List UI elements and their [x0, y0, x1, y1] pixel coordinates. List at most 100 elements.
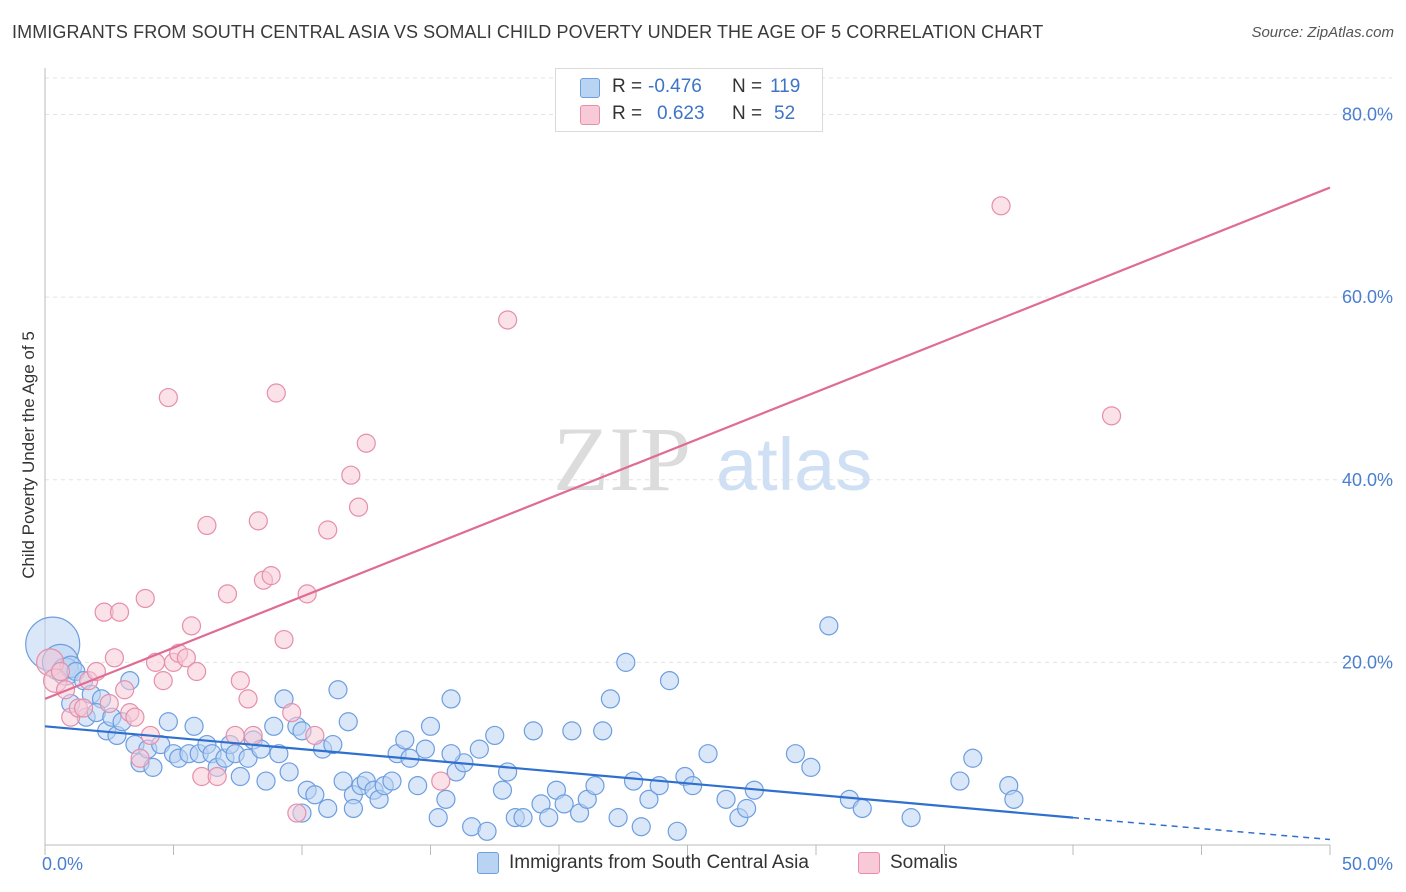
data-point-somalis	[153, 671, 173, 691]
data-point-immigrants	[562, 721, 582, 741]
data-point-immigrants	[801, 757, 821, 777]
legend-item-immigrants[interactable]: Immigrants from South Central Asia	[477, 852, 809, 874]
data-point-somalis	[187, 661, 207, 682]
data-point-somalis	[238, 689, 258, 709]
watermark-atlas: atlas	[716, 423, 872, 506]
data-point-somalis	[1101, 406, 1122, 426]
data-point-immigrants	[184, 716, 204, 736]
legend-label-immigrants: Immigrants from South Central Asia	[509, 852, 809, 873]
legend-label-somalis: Somalis	[890, 852, 958, 873]
data-point-somalis	[498, 310, 518, 330]
legend-n-label: N =	[732, 76, 763, 97]
data-point-immigrants	[498, 762, 518, 782]
data-point-immigrants	[623, 771, 644, 791]
legend-r-value: -0.476	[648, 76, 702, 97]
legend-r-label: R =	[612, 76, 643, 97]
series-legend: Immigrants from South Central Asia Somal…	[0, 852, 1406, 878]
data-point-somalis	[282, 703, 302, 723]
data-point-somalis	[176, 648, 196, 668]
data-point-somalis	[248, 511, 268, 531]
data-point-immigrants	[554, 794, 574, 814]
data-point-immigrants	[585, 776, 605, 796]
data-point-immigrants	[513, 808, 533, 828]
legend-n-value: 119	[770, 76, 801, 97]
data-point-immigrants	[485, 725, 505, 746]
data-point-somalis	[135, 588, 155, 609]
data-point-immigrants	[963, 748, 983, 768]
data-point-immigrants	[683, 776, 703, 796]
data-point-somalis	[305, 725, 325, 746]
data-point-somalis	[348, 497, 369, 517]
data-point-immigrants	[616, 652, 636, 672]
data-point-immigrants	[158, 712, 178, 732]
data-point-immigrants	[395, 730, 415, 750]
data-point-somalis	[217, 584, 238, 604]
data-point-somalis	[104, 648, 124, 668]
legend-n-label: N =	[732, 103, 763, 124]
data-point-immigrants	[264, 716, 284, 736]
data-point-somalis	[230, 671, 250, 691]
data-point-immigrants	[600, 689, 621, 709]
data-point-immigrants	[382, 771, 402, 791]
trend-lines	[44, 186, 1331, 841]
legend-item-somalis[interactable]: Somalis	[858, 852, 958, 874]
axes	[44, 68, 1331, 855]
series-immigrants-points	[25, 616, 1024, 841]
data-point-somalis	[356, 433, 376, 453]
series-somalis-points	[36, 196, 1122, 823]
data-point-somalis	[73, 698, 94, 718]
legend-row-somalis: R = 0.623 N = 52	[556, 100, 822, 128]
data-point-immigrants	[950, 771, 970, 791]
x-tick-label: 0.0%	[42, 854, 83, 874]
data-point-somalis	[125, 707, 145, 727]
trend-line-immigrants-extension	[1072, 816, 1331, 841]
correlation-legend: R = -0.476 N = 119 R = 0.623 N = 52	[555, 68, 823, 132]
data-point-immigrants	[441, 744, 461, 764]
data-point-immigrants	[441, 689, 461, 709]
data-point-somalis	[243, 725, 263, 746]
data-point-immigrants	[737, 798, 757, 819]
data-point-immigrants	[408, 776, 428, 796]
data-point-somalis	[341, 465, 361, 485]
data-point-immigrants	[333, 771, 353, 791]
trend-line-somalis	[44, 186, 1331, 700]
data-point-somalis	[158, 387, 178, 408]
data-point-immigrants	[279, 762, 299, 782]
data-point-immigrants	[415, 739, 435, 759]
data-point-immigrants	[328, 680, 348, 700]
chart-source: Source: ZipAtlas.com	[1251, 24, 1394, 41]
data-point-immigrants	[420, 716, 441, 736]
data-point-immigrants	[436, 789, 456, 809]
data-point-immigrants	[477, 821, 497, 841]
data-point-somalis	[50, 661, 71, 682]
data-point-immigrants	[230, 766, 250, 787]
data-point-immigrants	[639, 789, 659, 809]
data-point-immigrants	[338, 712, 358, 732]
data-point-somalis	[431, 771, 451, 791]
legend-swatch-pink	[858, 852, 880, 874]
data-point-immigrants	[593, 721, 613, 741]
chart-title: IMMIGRANTS FROM SOUTH CENTRAL ASIA VS SO…	[12, 22, 1044, 42]
legend-n-value: 52	[774, 103, 796, 124]
y-tick-label: 40.0%	[1342, 470, 1393, 490]
data-point-somalis	[109, 602, 130, 622]
data-point-immigrants	[323, 734, 343, 755]
legend-swatch-blue	[580, 78, 600, 98]
data-point-immigrants	[1004, 789, 1024, 809]
data-point-immigrants	[256, 771, 276, 791]
data-point-immigrants	[659, 671, 680, 691]
data-point-somalis	[197, 515, 217, 536]
data-point-immigrants	[901, 808, 921, 828]
data-point-immigrants	[667, 821, 687, 841]
legend-r-label: R =	[612, 103, 643, 124]
data-point-somalis	[130, 748, 150, 768]
tick-labels: 20.0% 40.0% 60.0% 80.0% 0.0% 50.0%	[42, 105, 1393, 874]
data-point-immigrants	[305, 785, 325, 805]
data-point-somalis	[115, 680, 135, 700]
data-point-immigrants	[523, 721, 543, 741]
data-point-somalis	[261, 566, 281, 586]
data-point-immigrants	[343, 798, 363, 819]
data-point-immigrants	[819, 616, 839, 636]
data-point-immigrants	[269, 744, 289, 764]
